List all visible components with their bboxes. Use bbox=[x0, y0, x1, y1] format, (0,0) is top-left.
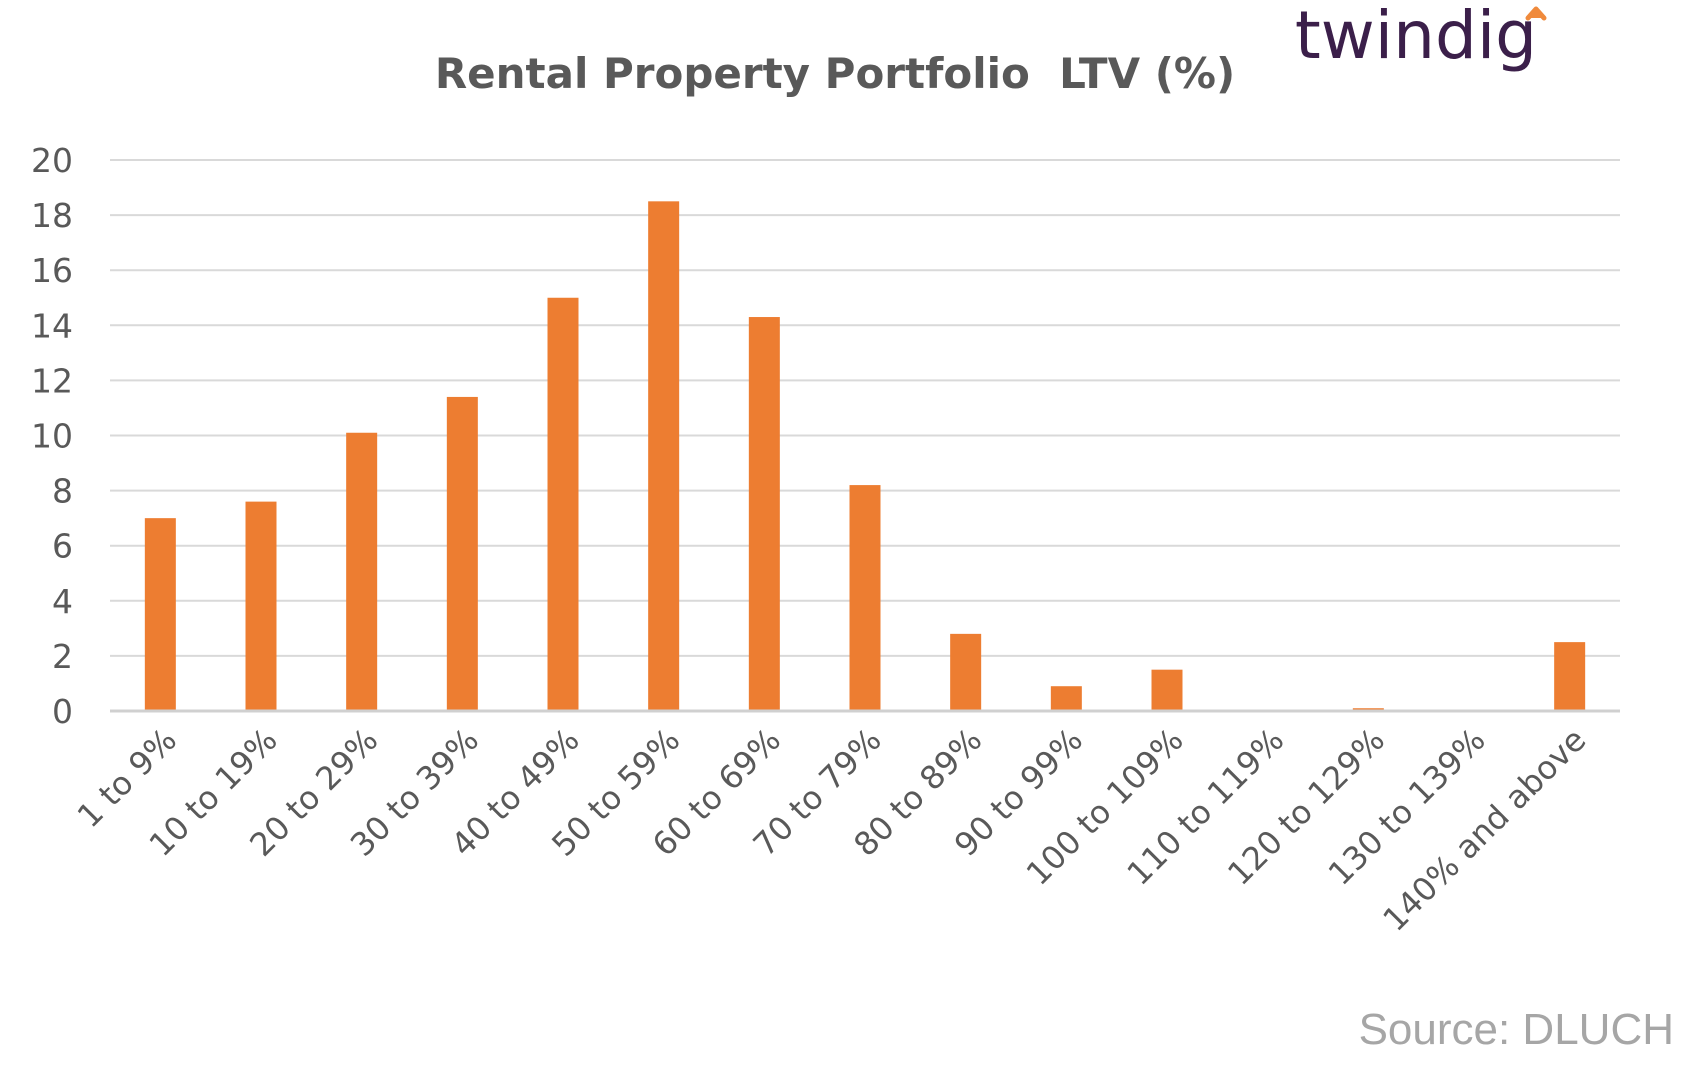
y-tick-label: 12 bbox=[31, 361, 73, 400]
y-tick-label: 2 bbox=[52, 637, 73, 676]
bar bbox=[547, 297, 579, 711]
bar bbox=[346, 432, 378, 711]
y-tick-label: 20 bbox=[31, 141, 73, 180]
bars bbox=[144, 201, 1586, 711]
bar bbox=[446, 396, 478, 711]
bar bbox=[144, 518, 176, 711]
bar bbox=[1050, 686, 1082, 711]
y-axis-ticks: 0 2 4 6 8 10 12 14 16 18 20 bbox=[31, 141, 73, 731]
chart-title: Rental Property Portfolio LTV (%) bbox=[435, 49, 1235, 98]
y-tick-label: 16 bbox=[31, 251, 73, 290]
bar bbox=[648, 201, 680, 711]
bar bbox=[1554, 642, 1586, 711]
y-tick-label: 6 bbox=[52, 527, 73, 566]
y-tick-label: 4 bbox=[52, 582, 73, 621]
y-tick-label: 18 bbox=[31, 196, 73, 235]
bar bbox=[748, 317, 780, 711]
bar bbox=[849, 485, 881, 711]
bar bbox=[245, 501, 277, 711]
x-axis-ticks: 1 to 9%10 to 19%20 to 29%30 to 39%40 to … bbox=[70, 721, 1594, 939]
y-tick-label: 10 bbox=[31, 417, 73, 456]
brand-roof-icon bbox=[1525, 6, 1547, 21]
y-tick-label: 14 bbox=[31, 306, 73, 345]
bar bbox=[1151, 669, 1183, 711]
bar bbox=[950, 633, 982, 711]
source-note: Source: DLUCH bbox=[1359, 1005, 1674, 1054]
brand-logo: twindig bbox=[1295, 0, 1547, 74]
y-tick-label: 8 bbox=[52, 472, 73, 511]
y-tick-label: 0 bbox=[52, 692, 73, 731]
brand-wordmark: twindig bbox=[1295, 0, 1537, 74]
